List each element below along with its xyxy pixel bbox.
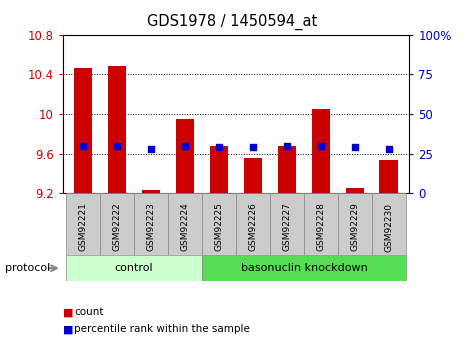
Point bbox=[283, 143, 291, 148]
Bar bbox=[168, 193, 202, 255]
Bar bbox=[379, 160, 398, 193]
Bar bbox=[345, 188, 364, 193]
Text: GSM92224: GSM92224 bbox=[180, 203, 190, 251]
Bar bbox=[66, 255, 202, 281]
Point bbox=[249, 145, 257, 150]
Bar bbox=[66, 193, 100, 255]
Bar bbox=[100, 193, 134, 255]
Bar bbox=[202, 193, 236, 255]
Text: GSM92225: GSM92225 bbox=[214, 203, 224, 252]
Bar bbox=[270, 193, 304, 255]
Point bbox=[80, 143, 87, 148]
Bar bbox=[236, 193, 270, 255]
Bar bbox=[372, 193, 406, 255]
Point bbox=[351, 145, 359, 150]
Text: ■: ■ bbox=[63, 325, 73, 334]
Bar bbox=[202, 255, 406, 281]
Text: ■: ■ bbox=[63, 307, 73, 317]
Text: GSM92226: GSM92226 bbox=[248, 203, 258, 252]
Text: GSM92228: GSM92228 bbox=[316, 203, 326, 252]
Bar bbox=[278, 146, 296, 193]
Text: GSM92222: GSM92222 bbox=[113, 203, 122, 251]
Text: basonuclin knockdown: basonuclin knockdown bbox=[240, 263, 367, 273]
Bar bbox=[338, 193, 372, 255]
Text: control: control bbox=[115, 263, 153, 273]
Text: GSM92223: GSM92223 bbox=[146, 203, 156, 252]
Text: GSM92227: GSM92227 bbox=[282, 203, 292, 252]
Text: GSM92221: GSM92221 bbox=[79, 203, 88, 252]
Bar bbox=[304, 193, 338, 255]
Text: GDS1978 / 1450594_at: GDS1978 / 1450594_at bbox=[147, 14, 318, 30]
Point bbox=[317, 143, 325, 148]
Bar bbox=[244, 158, 262, 193]
Text: percentile rank within the sample: percentile rank within the sample bbox=[74, 325, 250, 334]
Bar bbox=[74, 68, 93, 193]
Point bbox=[215, 145, 223, 150]
Point bbox=[181, 143, 189, 148]
Point bbox=[113, 143, 121, 148]
Bar bbox=[312, 109, 330, 193]
Bar bbox=[134, 193, 168, 255]
Text: protocol: protocol bbox=[5, 263, 50, 273]
Text: count: count bbox=[74, 307, 104, 317]
Bar bbox=[142, 190, 160, 193]
Text: GSM92229: GSM92229 bbox=[350, 203, 359, 252]
Bar bbox=[108, 66, 126, 193]
Point bbox=[385, 146, 392, 151]
Text: GSM92230: GSM92230 bbox=[384, 203, 393, 252]
Point bbox=[147, 146, 155, 151]
Bar bbox=[210, 146, 228, 193]
Bar bbox=[176, 119, 194, 193]
